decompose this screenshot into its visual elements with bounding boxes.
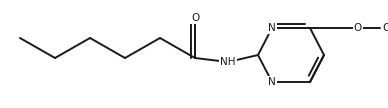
Text: N: N xyxy=(268,77,276,87)
Text: O: O xyxy=(354,23,362,33)
Text: CH₃: CH₃ xyxy=(382,23,388,33)
Text: NH: NH xyxy=(220,57,236,67)
Text: N: N xyxy=(268,23,276,33)
Text: O: O xyxy=(191,13,199,23)
